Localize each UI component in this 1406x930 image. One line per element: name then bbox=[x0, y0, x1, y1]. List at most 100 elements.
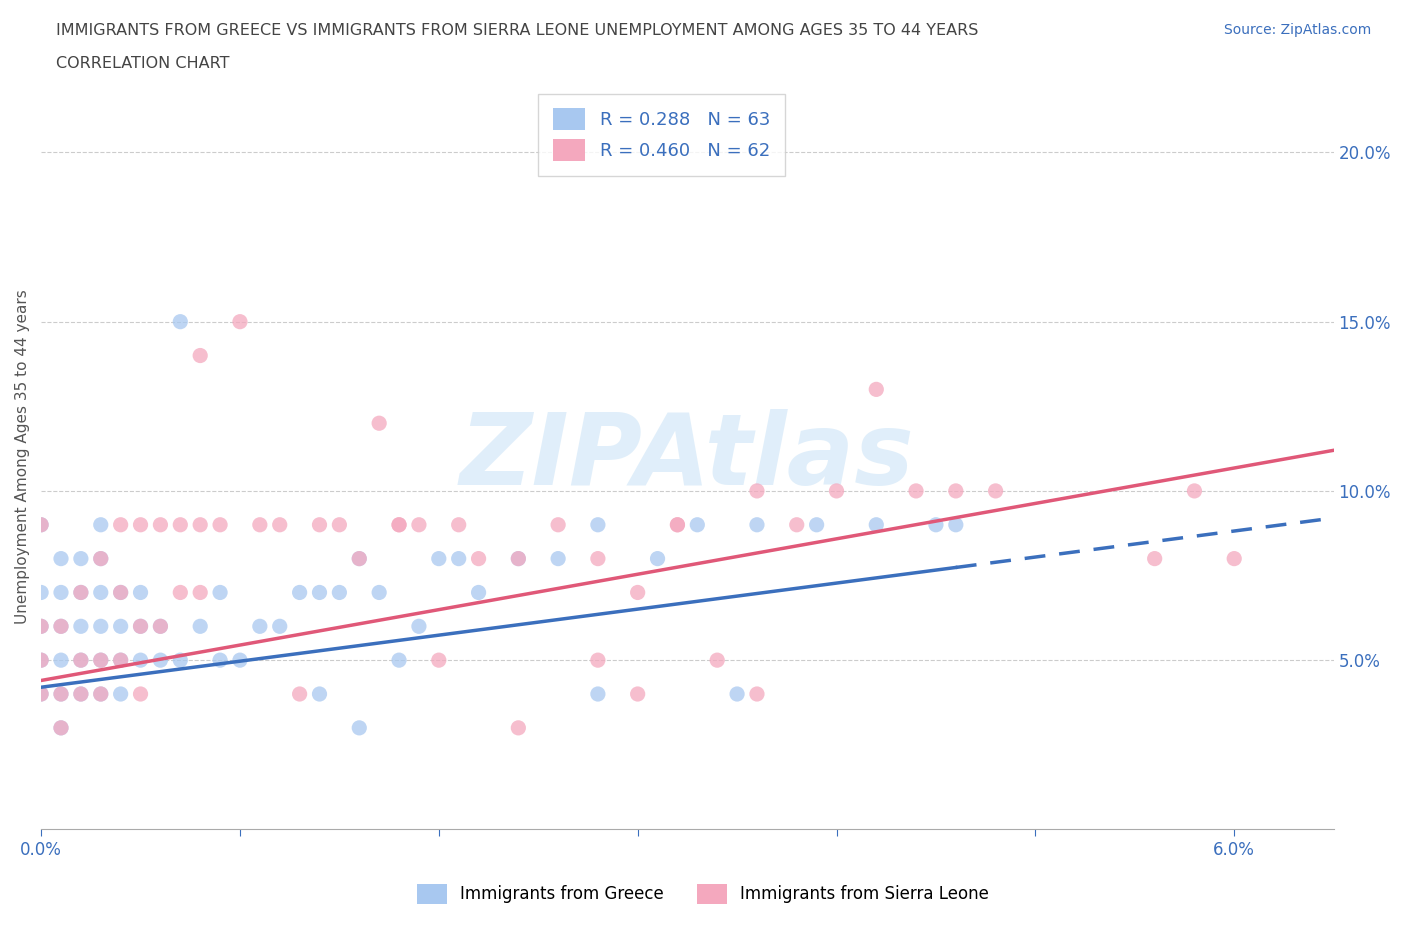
Point bbox=[627, 585, 650, 600]
Point bbox=[269, 618, 291, 633]
Point bbox=[647, 551, 669, 566]
Point bbox=[666, 517, 689, 532]
Point bbox=[209, 517, 232, 532]
Point bbox=[945, 517, 967, 532]
Point bbox=[30, 653, 52, 668]
Point bbox=[49, 721, 72, 736]
Point bbox=[865, 382, 887, 397]
Point bbox=[1223, 551, 1246, 566]
Point bbox=[745, 517, 768, 532]
Point bbox=[467, 585, 489, 600]
Point bbox=[90, 686, 112, 701]
Point bbox=[70, 653, 93, 668]
Point bbox=[49, 721, 72, 736]
Point bbox=[70, 585, 93, 600]
Point bbox=[49, 551, 72, 566]
Point bbox=[188, 517, 211, 532]
Point bbox=[90, 686, 112, 701]
Point bbox=[447, 517, 470, 532]
Point bbox=[90, 585, 112, 600]
Point bbox=[666, 517, 689, 532]
Point bbox=[905, 484, 928, 498]
Point bbox=[169, 653, 191, 668]
Point bbox=[129, 653, 152, 668]
Point bbox=[188, 348, 211, 363]
Point bbox=[349, 551, 371, 566]
Point bbox=[745, 484, 768, 498]
Point bbox=[209, 653, 232, 668]
Point bbox=[90, 653, 112, 668]
Point bbox=[706, 653, 728, 668]
Point bbox=[70, 618, 93, 633]
Point bbox=[30, 653, 52, 668]
Text: IMMIGRANTS FROM GREECE VS IMMIGRANTS FROM SIERRA LEONE UNEMPLOYMENT AMONG AGES 3: IMMIGRANTS FROM GREECE VS IMMIGRANTS FRO… bbox=[56, 23, 979, 38]
Point bbox=[49, 653, 72, 668]
Point bbox=[388, 653, 411, 668]
Point bbox=[627, 686, 650, 701]
Point bbox=[547, 517, 569, 532]
Point bbox=[49, 618, 72, 633]
Text: CORRELATION CHART: CORRELATION CHART bbox=[56, 56, 229, 71]
Point bbox=[725, 686, 748, 701]
Point bbox=[427, 653, 450, 668]
Point bbox=[49, 618, 72, 633]
Point bbox=[129, 585, 152, 600]
Point bbox=[586, 686, 609, 701]
Point bbox=[288, 686, 311, 701]
Point bbox=[349, 721, 371, 736]
Point bbox=[328, 585, 350, 600]
Point bbox=[925, 517, 948, 532]
Point bbox=[149, 653, 172, 668]
Point bbox=[388, 517, 411, 532]
Point bbox=[30, 686, 52, 701]
Point bbox=[229, 314, 252, 329]
Point bbox=[825, 484, 848, 498]
Legend: R = 0.288   N = 63, R = 0.460   N = 62: R = 0.288 N = 63, R = 0.460 N = 62 bbox=[538, 94, 785, 176]
Point bbox=[508, 551, 530, 566]
Point bbox=[90, 551, 112, 566]
Point bbox=[408, 618, 430, 633]
Point bbox=[508, 551, 530, 566]
Point bbox=[90, 551, 112, 566]
Point bbox=[70, 686, 93, 701]
Point bbox=[49, 686, 72, 701]
Y-axis label: Unemployment Among Ages 35 to 44 years: Unemployment Among Ages 35 to 44 years bbox=[15, 290, 30, 624]
Point bbox=[249, 618, 271, 633]
Point bbox=[90, 618, 112, 633]
Point bbox=[169, 517, 191, 532]
Point bbox=[129, 618, 152, 633]
Point bbox=[1184, 484, 1206, 498]
Point bbox=[308, 517, 330, 532]
Point bbox=[70, 551, 93, 566]
Point bbox=[49, 585, 72, 600]
Point bbox=[90, 653, 112, 668]
Point bbox=[547, 551, 569, 566]
Point bbox=[447, 551, 470, 566]
Point bbox=[508, 721, 530, 736]
Point bbox=[110, 517, 132, 532]
Point bbox=[110, 585, 132, 600]
Point bbox=[30, 618, 52, 633]
Point bbox=[349, 551, 371, 566]
Text: ZIPAtlas: ZIPAtlas bbox=[460, 408, 915, 506]
Point bbox=[686, 517, 709, 532]
Point bbox=[249, 517, 271, 532]
Point bbox=[90, 517, 112, 532]
Point bbox=[149, 618, 172, 633]
Point bbox=[945, 484, 967, 498]
Point bbox=[408, 517, 430, 532]
Point bbox=[110, 686, 132, 701]
Point bbox=[129, 517, 152, 532]
Point bbox=[288, 585, 311, 600]
Point bbox=[110, 653, 132, 668]
Point bbox=[786, 517, 808, 532]
Point bbox=[467, 551, 489, 566]
Point bbox=[188, 585, 211, 600]
Point bbox=[188, 618, 211, 633]
Point bbox=[70, 653, 93, 668]
Point bbox=[229, 653, 252, 668]
Legend: Immigrants from Greece, Immigrants from Sierra Leone: Immigrants from Greece, Immigrants from … bbox=[408, 875, 998, 912]
Point bbox=[30, 517, 52, 532]
Point bbox=[149, 618, 172, 633]
Point bbox=[129, 686, 152, 701]
